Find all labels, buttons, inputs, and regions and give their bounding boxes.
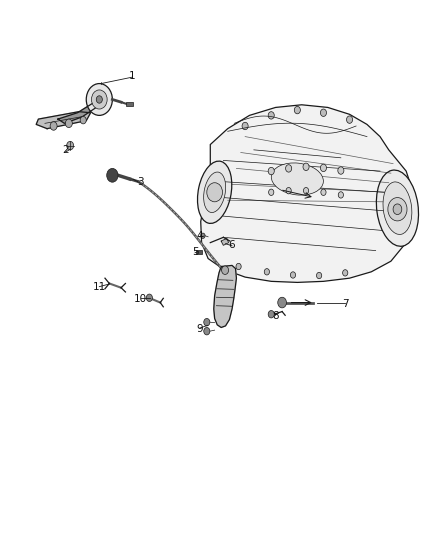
Circle shape (146, 294, 152, 302)
FancyBboxPatch shape (126, 102, 133, 107)
Circle shape (67, 141, 74, 150)
Ellipse shape (204, 172, 226, 213)
Text: 4: 4 (196, 231, 203, 241)
Ellipse shape (376, 170, 419, 246)
Circle shape (303, 163, 309, 171)
FancyBboxPatch shape (196, 249, 201, 254)
Circle shape (388, 198, 407, 221)
Circle shape (346, 116, 353, 123)
Circle shape (80, 116, 86, 124)
Circle shape (343, 270, 348, 276)
Circle shape (236, 263, 241, 270)
Circle shape (92, 90, 107, 109)
Circle shape (50, 122, 57, 130)
Text: 1: 1 (129, 70, 135, 80)
Circle shape (207, 183, 223, 202)
Ellipse shape (271, 163, 323, 195)
Text: 9: 9 (197, 324, 203, 334)
Text: 8: 8 (272, 311, 279, 321)
Circle shape (204, 318, 210, 326)
Circle shape (242, 122, 248, 130)
Circle shape (290, 272, 296, 278)
Circle shape (96, 96, 102, 103)
Circle shape (268, 311, 274, 318)
Polygon shape (221, 238, 229, 245)
Text: 6: 6 (229, 240, 235, 251)
Circle shape (286, 188, 291, 194)
Circle shape (268, 112, 274, 119)
Circle shape (264, 269, 269, 275)
Circle shape (86, 84, 113, 115)
Circle shape (204, 327, 210, 335)
Circle shape (321, 109, 326, 116)
Circle shape (304, 188, 309, 194)
Text: 10: 10 (134, 294, 147, 304)
Circle shape (321, 189, 326, 196)
Circle shape (222, 266, 229, 274)
Circle shape (317, 272, 322, 279)
Circle shape (294, 107, 300, 114)
Circle shape (338, 192, 343, 198)
Circle shape (107, 168, 118, 182)
Text: 5: 5 (192, 247, 198, 257)
Circle shape (278, 297, 286, 308)
Text: 11: 11 (93, 281, 106, 292)
Circle shape (268, 167, 274, 175)
Polygon shape (214, 265, 237, 327)
Circle shape (201, 233, 205, 238)
Ellipse shape (383, 182, 412, 235)
Polygon shape (58, 103, 96, 123)
Circle shape (338, 167, 344, 174)
Polygon shape (36, 112, 91, 128)
Polygon shape (201, 105, 415, 282)
Text: 3: 3 (138, 176, 144, 187)
Circle shape (393, 204, 402, 215)
Text: 7: 7 (342, 298, 349, 309)
Text: 2: 2 (63, 145, 69, 155)
Ellipse shape (198, 161, 232, 223)
Circle shape (65, 119, 72, 127)
Circle shape (321, 164, 326, 172)
Circle shape (286, 165, 292, 172)
Circle shape (268, 189, 274, 196)
